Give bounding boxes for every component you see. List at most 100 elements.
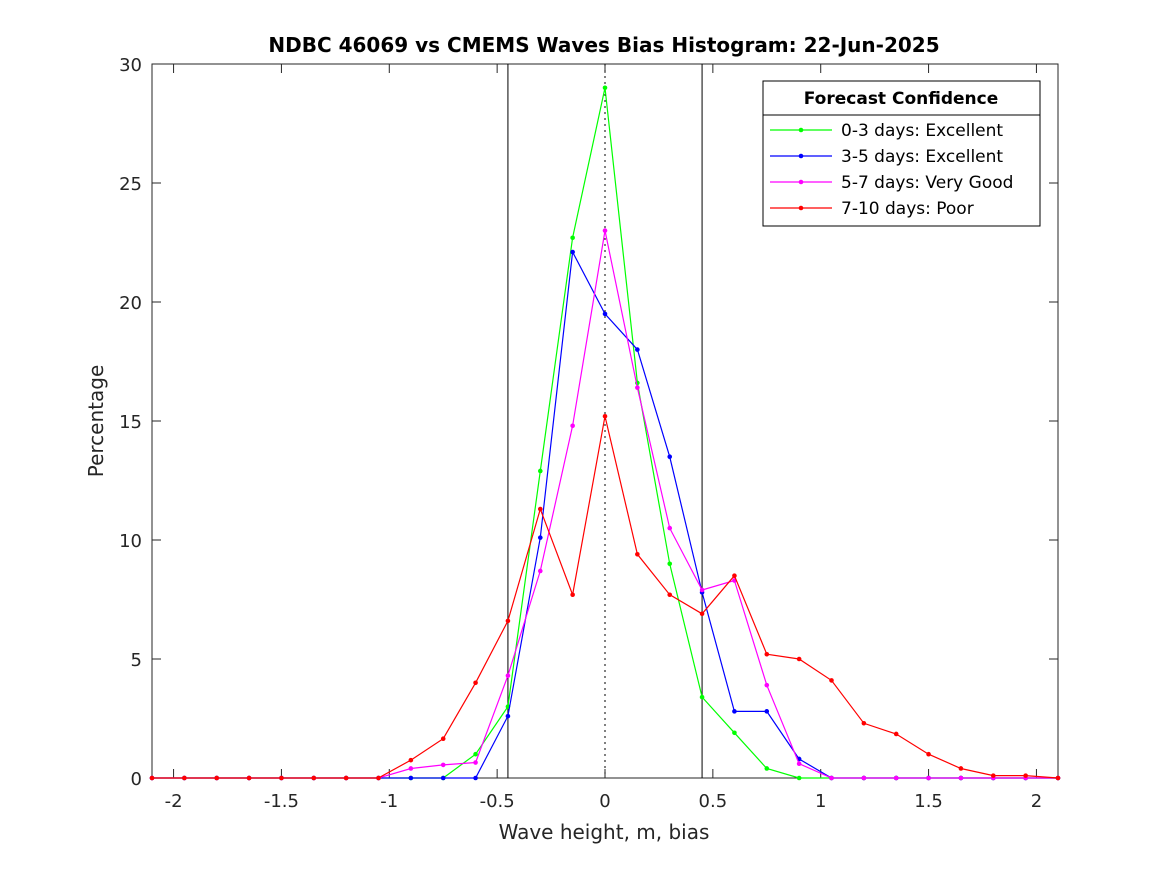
data-point [990,773,996,778]
data-point [861,775,867,781]
data-point [311,775,317,781]
data-point [829,678,834,683]
series-4 [149,413,1061,781]
data-point [473,760,478,765]
data-point [732,573,737,578]
x-tick-label: -0.5 [480,791,515,812]
data-point [635,347,640,352]
legend-label: 5-7 days: Very Good [841,173,1013,193]
x-tick-label: 1 [815,791,826,812]
data-point [667,561,673,567]
chart-title: NDBC 46069 vs CMEMS Waves Bias Histogram… [268,33,939,57]
data-point [764,682,770,688]
data-point [699,611,705,617]
data-point [376,775,381,781]
data-point [958,775,964,781]
y-axis-label: Percentage [84,365,108,478]
legend-title: Forecast Confidence [804,89,999,109]
legend-swatch-marker [798,179,804,185]
x-tick-label: -1.5 [264,791,299,812]
x-axis-label: Wave height, m, bias [499,820,710,844]
legend: Forecast Confidence 0-3 days: Excellent 3… [762,80,1041,227]
data-point [602,228,608,233]
y-tick-label: 25 [119,174,142,195]
data-point [537,506,543,512]
data-point [505,618,511,624]
data-point [958,766,964,771]
data-point [570,423,575,429]
x-tick-label: 0 [599,791,610,812]
legend-item: 0-3 days: Excellent [770,121,1003,141]
data-point [537,535,543,540]
data-point [926,751,931,757]
data-point [149,775,155,781]
x-tick-label: 1.5 [914,791,943,812]
x-tick-label: -1 [380,791,398,812]
y-tick-label: 0 [131,769,142,790]
legend-box [762,80,1041,227]
legend-label: 3-5 days: Excellent [841,147,1003,167]
data-point [408,775,414,781]
y-tick-label: 20 [119,293,142,314]
data-point [926,775,931,781]
y-tick-label: 5 [131,650,142,671]
data-point [440,762,446,768]
y-tick-label: 30 [119,55,142,76]
data-point [732,709,737,714]
data-point [764,709,770,714]
data-point [473,751,478,757]
data-point [343,775,349,781]
data-point [570,235,575,241]
data-point [408,757,414,763]
data-point [635,551,640,557]
data-point [667,454,673,460]
data-point [861,720,867,726]
data-point [796,775,802,781]
data-point [279,775,284,781]
data-point [667,592,673,598]
data-point [473,680,478,686]
data-point [1023,773,1028,778]
data-point [505,673,511,678]
data-point [182,775,187,781]
data-point [829,775,834,781]
data-point [602,311,608,317]
legend-item: 3-5 days: Excellent [770,147,1003,167]
data-point [764,651,770,657]
legend-swatch-marker [798,205,804,211]
data-point [440,736,446,742]
legend-swatch-marker [798,127,804,133]
legend-label: 0-3 days: Excellent [841,121,1003,141]
x-tick-label: -2 [165,791,183,812]
data-point [635,385,640,390]
y-tick-label: 15 [119,412,142,433]
data-point [537,468,543,474]
data-point [699,694,705,700]
legend-item: 5-7 days: Very Good [770,173,1013,193]
x-tick-label: 0.5 [699,791,728,812]
data-point [440,775,446,781]
data-point [602,85,608,91]
data-point [764,766,770,771]
data-point [667,525,673,531]
x-tick-label: 2 [1031,791,1042,812]
data-point [246,775,252,781]
data-point [473,775,478,781]
data-point [570,592,575,598]
data-point [408,766,414,771]
legend-item: 7-10 days: Poor [770,199,974,219]
data-point [796,656,802,662]
data-point [893,775,899,781]
legend-label: 7-10 days: Poor [841,199,974,219]
y-tick-label: 10 [119,531,142,552]
legend-swatch-marker [798,153,804,159]
data-point [1055,775,1061,781]
data-point [505,713,511,719]
data-point [796,761,802,767]
data-point [570,249,575,255]
data-point [602,413,608,419]
data-point [214,775,220,781]
data-point [732,730,737,736]
data-point [893,731,899,737]
